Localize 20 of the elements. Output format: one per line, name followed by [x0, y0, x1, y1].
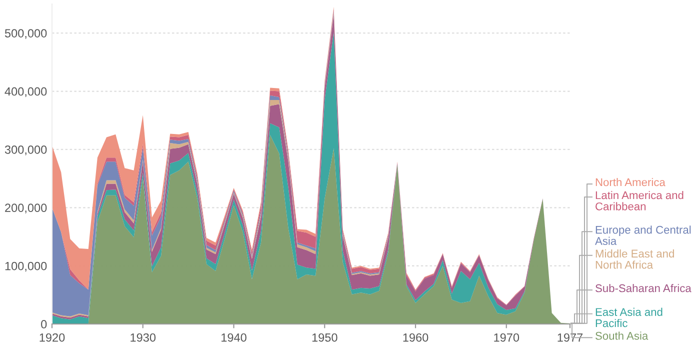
y-tick-label: 500,000 [4, 29, 47, 39]
x-tick-label: 1977 [558, 333, 583, 342]
y-tick-label: 400,000 [4, 87, 47, 98]
y-tick-label: 100,000 [5, 262, 47, 272]
text: Europe and Central Asia [595, 226, 691, 245]
text: Latin America and Caribbean [596, 191, 684, 210]
x-tick-label: 1950 [312, 333, 338, 342]
y-tick-label: 200,000 [5, 204, 47, 214]
text: South Asia [596, 332, 648, 340]
text: Sub-Saharan Africa [596, 284, 692, 292]
y-tick-label: 0 [41, 320, 47, 328]
y-tick-label: 300,000 [4, 145, 47, 156]
x-tick-label: 1970 [494, 333, 520, 342]
x-tick-label: 1940 [222, 333, 246, 342]
text: North America [596, 178, 666, 186]
text: East Asia and Pacific [596, 308, 662, 328]
x-tick-label: 1930 [130, 333, 156, 342]
x-tick-label: 1920 [40, 333, 65, 342]
text: Middle East and North Africa [596, 249, 674, 269]
x-tick-label: 1960 [403, 333, 428, 342]
